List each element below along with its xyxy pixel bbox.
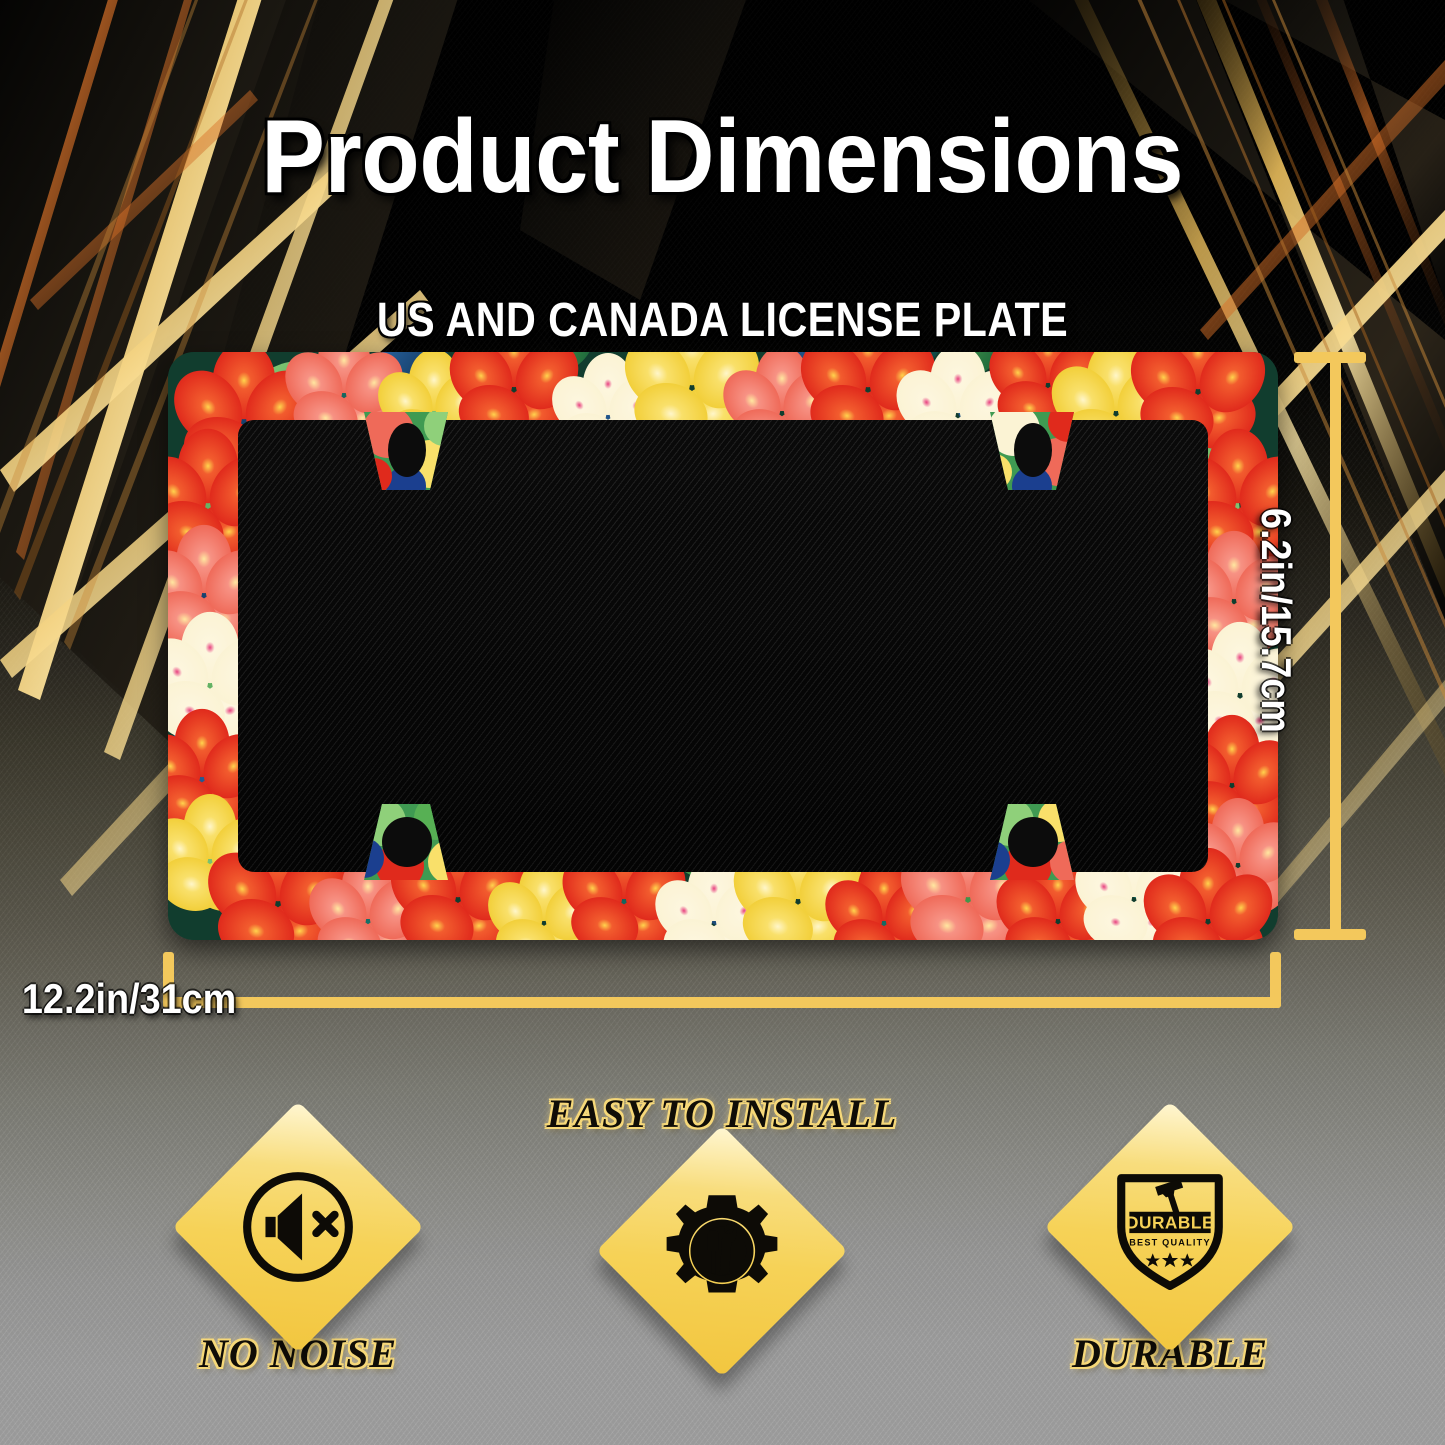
easy-to-install-icon-holder xyxy=(633,1162,811,1340)
durable-badge-stars xyxy=(1145,1252,1195,1268)
width-bracket-right-arm xyxy=(1270,952,1281,1008)
feature-durable: DURABLE BEST QUALITY DURABLE xyxy=(1044,1101,1296,1377)
gear-tools-icon xyxy=(666,1195,778,1293)
license-plate-frame xyxy=(168,352,1278,940)
height-dimension-label: 6.2in/15.7cm xyxy=(1253,508,1300,733)
mount-hole-top-right xyxy=(1014,423,1052,477)
durable-badge-title: DURABLE xyxy=(1126,1213,1214,1233)
page-title: Product Dimensions xyxy=(261,98,1184,215)
mounting-notches xyxy=(364,412,1074,880)
durable-badge-subtitle: BEST QUALITY xyxy=(1129,1237,1211,1247)
plate-opening xyxy=(238,420,1208,872)
height-bracket-bottom-arm xyxy=(1294,929,1366,940)
page-subtitle: US AND CANADA LICENSE PLATE xyxy=(376,294,1069,348)
height-label-mask xyxy=(1316,500,1356,792)
feature-no-noise: NO NOISE xyxy=(172,1101,424,1377)
easy-to-install-diamond xyxy=(596,1125,848,1377)
height-bracket-stem xyxy=(1330,352,1341,940)
mount-hole-bottom-right xyxy=(1008,817,1058,867)
durable-diamond: DURABLE BEST QUALITY xyxy=(1044,1101,1296,1353)
mount-hole-bottom-left xyxy=(382,817,432,867)
width-dimension-label: 12.2in/31cm xyxy=(21,975,237,1022)
feature-easy-to-install: EASY TO INSTALL xyxy=(547,1090,896,1377)
no-noise-icon-holder xyxy=(209,1138,387,1316)
durable-shield-badge-icon: DURABLE BEST QUALITY xyxy=(1117,1174,1223,1290)
width-bracket-stem xyxy=(163,997,1281,1008)
header-block: Product Dimensions US AND CANADA LICENSE… xyxy=(0,34,1445,348)
speaker-mute-icon xyxy=(243,1172,353,1282)
width-bracket-left-arm xyxy=(163,952,174,1008)
mount-hole-top-left xyxy=(388,423,426,477)
durable-icon-holder: DURABLE BEST QUALITY xyxy=(1081,1138,1259,1316)
no-noise-diamond xyxy=(172,1101,424,1353)
